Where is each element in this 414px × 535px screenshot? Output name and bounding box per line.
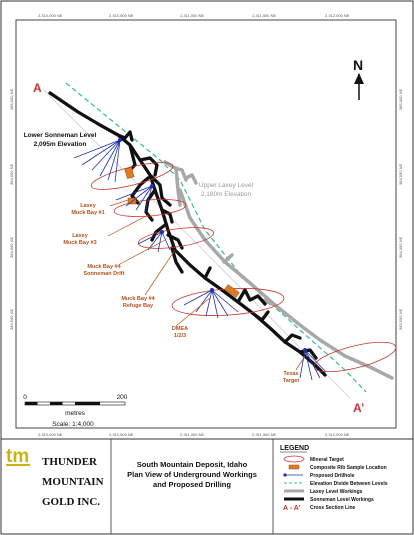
grid-right-1: 385,000 NE — [398, 89, 403, 110]
label-leaders — [107, 199, 306, 371]
upper-level-label: Upper Laxey Level 2,180m Elevation — [199, 182, 254, 198]
laxey1-label-a: Laxey — [80, 203, 97, 209]
dmea-label-b: 1/2/3 — [174, 333, 186, 339]
upper-level-elev: 2,180m Elevation — [201, 191, 252, 198]
grid-right-4: 383,500 NE — [398, 309, 403, 330]
muck4-drift-label-b: Sonneman Drift — [84, 271, 125, 277]
legend-item-7: Cross Section Line — [310, 505, 356, 511]
grid-right-3: 384,000 NE — [398, 237, 403, 258]
elevation-divide-line — [65, 82, 367, 393]
legend-item-6: Sonneman Level Workings — [310, 497, 374, 503]
grid-top-5: 2,312,000 NE — [325, 13, 350, 18]
title-line2: Plan View of Underground Workings — [127, 470, 257, 479]
grid-left-1: 385,000 NE — [9, 89, 14, 110]
legend-sample-swatch — [288, 464, 300, 470]
muck4-drift-label-a: Muck Bay #4 — [87, 264, 121, 270]
company-name-line2: MOUNTAIN — [42, 476, 104, 488]
muck4-refuge-label-b: Refuge Bay — [123, 303, 154, 309]
laxey3-label-a: Laxey — [72, 233, 89, 239]
muck4-refuge-label-a: Muck Bay #4 — [121, 296, 155, 302]
target-muck-4 — [137, 227, 215, 249]
cross-section-line — [43, 89, 351, 399]
grid-top-1: 2,310,000 NE — [38, 13, 63, 18]
scale-unit: metres — [65, 410, 86, 417]
legend-item-1: Mineral Target — [310, 457, 344, 463]
grid-bottom-1: 2,310,000 NE — [38, 432, 63, 437]
lower-level-elev: 2,095m Elevation — [34, 141, 87, 148]
company-name-line1: THUNDER — [42, 456, 98, 468]
texas-label-a: Texas — [283, 371, 298, 377]
title-block — [0, 438, 414, 535]
grid-right-2: 384,500 NE — [398, 164, 403, 185]
scale-ratio: Scale: 1:4,000 — [52, 421, 94, 428]
texas-label-b: Target — [283, 378, 300, 384]
lower-level-label: Lower Sonneman Level 2,095m Elevation — [24, 132, 97, 148]
grid-bottom-4: 2,311,500 NE — [252, 432, 276, 437]
grid-left-2: 384,500 NE — [9, 164, 14, 185]
north-label: N — [353, 57, 363, 73]
map-frame — [15, 19, 397, 429]
scale-zero: 0 — [23, 394, 27, 401]
section-start-label: A — [33, 81, 42, 95]
grid-top-2: 2,310,500 NE — [109, 13, 134, 18]
legend-mineral-target-swatch — [283, 455, 305, 463]
section-end-label: A’ — [353, 401, 364, 415]
upper-level-name: Upper Laxey Level — [199, 182, 254, 189]
grid-bottom-3: 2,311,000 NE — [180, 432, 204, 437]
legend: LEGEND Mineral Target Composite Rib Samp… — [280, 445, 388, 512]
target-laxey-1 — [90, 162, 174, 190]
grid-left-4: 383,500 NE — [9, 309, 14, 330]
grid-left-3: 384,000 NE — [9, 237, 14, 258]
legend-title: LEGEND — [280, 445, 309, 452]
title-line3: and Proposed Drilling — [153, 480, 231, 489]
grid-bottom-2: 2,310,500 NE — [109, 432, 134, 437]
target-laxey-3 — [113, 199, 187, 217]
laxey1-label-b: Muck Bay #1 — [71, 210, 104, 216]
laxey3-label-b: Muck Bay #3 — [63, 240, 96, 246]
dmea-label-a: DMEA — [172, 326, 188, 332]
map-title: South Mountain Deposit, Idaho Plan View … — [127, 460, 257, 489]
legend-item-3: Proposed Drillhole — [310, 473, 355, 479]
scale-max: 200 — [117, 394, 128, 401]
legend-item-4: Elevation Divide Between Levels — [310, 481, 388, 487]
legend-section-swatch: A - A’ — [283, 505, 300, 512]
legend-drillhole-swatch — [283, 473, 303, 477]
legend-item-2: Composite Rib Sample Location — [310, 465, 387, 471]
grid-top-4: 2,311,500 NE — [252, 13, 276, 18]
grid-labels: 2,310,000 NE 2,310,500 NE 2,311,000 NE 2… — [9, 13, 403, 437]
lower-level-name: Lower Sonneman Level — [24, 132, 97, 139]
title-line1: South Mountain Deposit, Idaho — [137, 460, 248, 469]
company-name-line3: GOLD INC. — [42, 496, 100, 508]
drillhole-collars — [118, 138, 307, 352]
grid-top-3: 2,311,000 NE — [180, 13, 204, 18]
laxey-level-workings — [163, 160, 394, 380]
north-arrow-icon: N — [353, 57, 364, 100]
logo-mark: tm — [6, 446, 29, 467]
grid-bottom-5: 2,312,000 NE — [325, 432, 350, 437]
proposed-drillholes — [73, 139, 327, 381]
scale-bar: 0 200 metres Scale: 1:4,000 — [23, 394, 128, 428]
company-logo: tm THUNDER MOUNTAIN GOLD INC. — [6, 446, 104, 508]
legend-item-5: Laxey Level Workings — [310, 489, 363, 495]
feature-labels: Laxey Muck Bay #1 Laxey Muck Bay #3 Muck… — [63, 203, 299, 384]
